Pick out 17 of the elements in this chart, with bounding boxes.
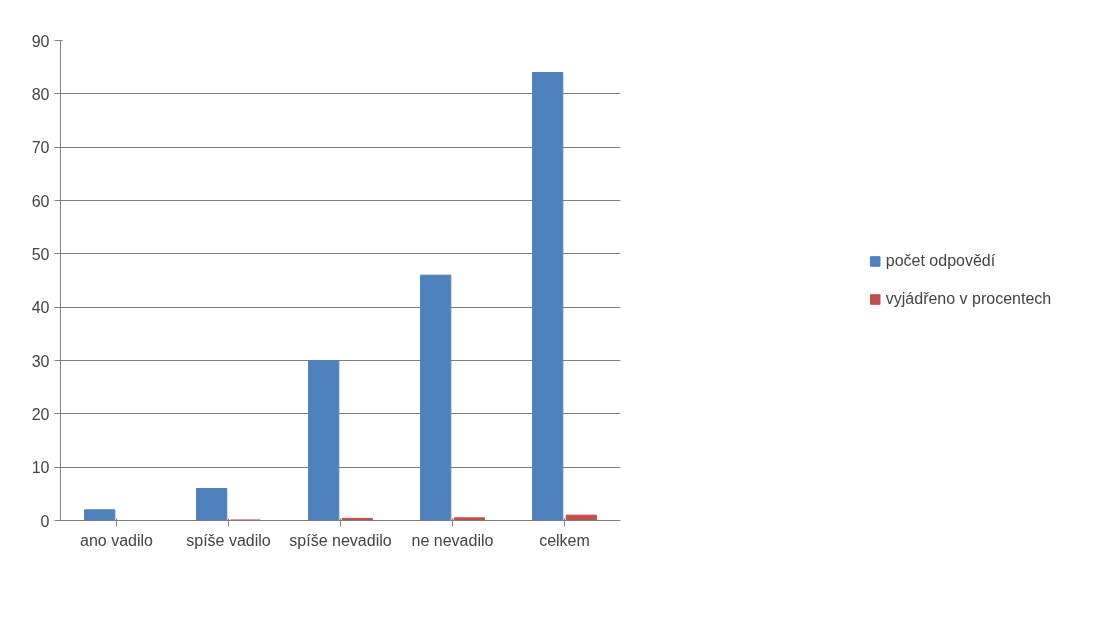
y-tick-label: 90 [31,32,50,50]
y-tick-label: 50 [31,245,50,263]
y-tick-label: 80 [31,85,50,103]
y-tick-label: 70 [31,139,50,157]
y-tick-label: 20 [31,405,50,423]
x-tick-label: spíše vadilo [186,531,271,549]
x-tick-label: ano vadilo [80,531,154,549]
y-tick-label: 10 [31,459,50,477]
x-tick-label: celkem [539,531,590,549]
y-tick-label: 0 [40,512,50,530]
legend-label: počet odpovědí [885,252,996,270]
y-tick-label: 60 [31,192,50,210]
x-tick-label: ne nevadilo [411,531,494,549]
x-tick-label: spíše nevadilo [289,531,392,549]
y-tick-label: 30 [31,352,50,370]
legend-label: vyjádřeno v procentech [885,290,1052,308]
y-tick-label: 40 [31,299,50,317]
